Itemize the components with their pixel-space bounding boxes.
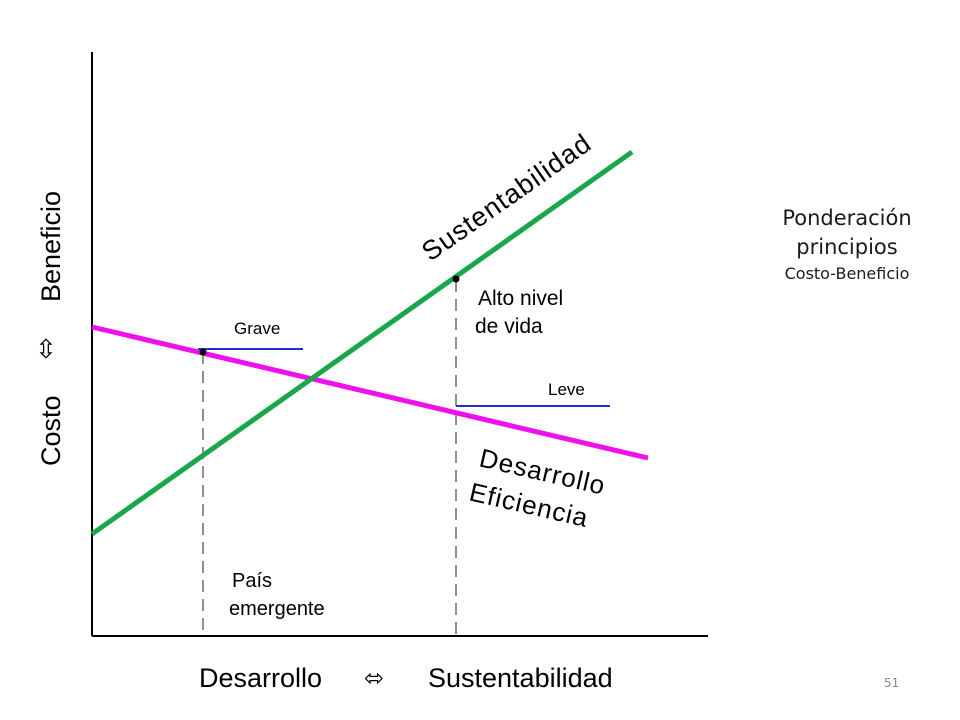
emergente-label: emergente bbox=[229, 598, 325, 620]
x-axis-arrow-icon: ⬄ bbox=[364, 664, 384, 692]
y-axis-arrow-icon: ⇳ bbox=[35, 335, 57, 365]
y-axis-label-beneficio: Beneficio bbox=[36, 191, 66, 302]
sustentabilidad-line bbox=[90, 149, 634, 537]
side-title-line1: Ponderación bbox=[782, 206, 912, 230]
desarrollo-eficiencia-line bbox=[91, 324, 649, 461]
side-title: Ponderación principios Costo-Beneficio bbox=[752, 204, 942, 286]
slide-number: 51 bbox=[884, 676, 900, 690]
x-axis-label-desarrollo: Desarrollo bbox=[199, 663, 322, 693]
x-axis-label-sustentabilidad: Sustentabilidad bbox=[428, 663, 613, 693]
alto-nivel-point bbox=[452, 275, 460, 283]
grave-label: Grave bbox=[234, 319, 280, 338]
alto-nivel-label: Alto nivel bbox=[478, 287, 563, 310]
grave-point bbox=[199, 348, 207, 356]
leve-label: Leve bbox=[548, 380, 585, 399]
pais-label: País bbox=[232, 570, 272, 592]
y-axis-label-costo: Costo bbox=[36, 395, 66, 466]
de-vida-label: de vida bbox=[475, 315, 543, 338]
side-title-line3: Costo-Beneficio bbox=[784, 264, 910, 283]
side-title-line2: principios bbox=[796, 235, 898, 259]
